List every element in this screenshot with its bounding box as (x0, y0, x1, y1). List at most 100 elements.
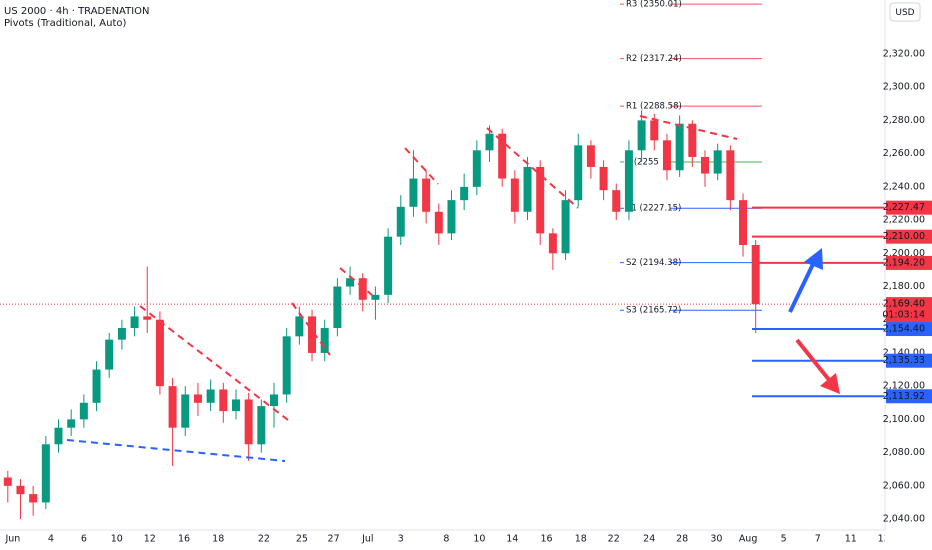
x-tick-label: 4 (48, 534, 54, 545)
level-label-bg (886, 255, 932, 270)
y-tick-label: 2,180.00 (883, 281, 925, 292)
x-tick-label: 25 (296, 534, 308, 545)
candle-body (700, 156, 709, 174)
candle-body (498, 133, 507, 179)
price-axis: 2,040.00 2,060.00 2,080.00 2,100.00 2,120.00… (882, 0, 932, 550)
pivot-label: R1 (2288.58) (626, 102, 682, 112)
candle-body (130, 316, 139, 329)
y-tick-label: 2,220.00 (883, 215, 925, 226)
y-tick-label: 2,060.00 (883, 480, 925, 491)
pivot-label-bg (624, 0, 670, 11)
trendline (339, 267, 373, 296)
candle-body (219, 389, 228, 412)
arrow-down (795, 338, 832, 383)
x-tick-label: 24 (643, 534, 655, 545)
level-label-bg (886, 353, 932, 368)
y-tick-label: 2,240.00 (883, 181, 925, 192)
candle-body (244, 399, 253, 445)
pivot-label-bg (624, 155, 670, 168)
trendline (66, 439, 286, 462)
candle-body (3, 477, 12, 486)
y-tick-label: 2,200.00 (883, 248, 925, 259)
arrow-up (788, 261, 816, 313)
x-tick-label: 3 (398, 534, 404, 545)
x-tick-label: 5 (781, 534, 787, 545)
candle-body (29, 494, 38, 503)
candle-body (624, 150, 633, 212)
y-tick-label: 2,300.00 (883, 82, 925, 93)
candle-body (447, 200, 456, 234)
x-tick-label: Jun (4, 534, 20, 545)
x-tick-label: 16 (540, 534, 552, 545)
candle-body (612, 190, 621, 212)
candle-body (41, 444, 50, 503)
level-label: 2,227.47 (883, 202, 925, 213)
current-price-label: 2,169.40 (883, 299, 925, 310)
x-tick-label: 13 (878, 534, 890, 545)
candle-body (422, 178, 431, 212)
candle-body (16, 485, 25, 495)
chart-subtitle: Pivots (Traditional, Auto) (4, 18, 126, 29)
candle-body (143, 316, 152, 320)
candle-body (472, 150, 481, 187)
candle-body (155, 319, 164, 387)
candle-body (117, 328, 126, 340)
pivot-label-bg (624, 100, 670, 113)
candle-body (371, 294, 380, 300)
candle-body (460, 186, 469, 201)
x-tick-label: 6 (81, 534, 87, 545)
y-tick-label: 2,140.00 (883, 347, 925, 358)
x-tick-label: 28 (676, 534, 688, 545)
x-tick-label: 22 (258, 534, 270, 545)
level-label-bg (886, 200, 932, 215)
chart-title: US 2000 · 4h · TRADENATION (4, 6, 150, 17)
level-label: 2,194.20 (883, 257, 925, 268)
candle-body (688, 123, 697, 157)
candle-body (586, 145, 595, 167)
candle-body (396, 206, 405, 237)
price-axis-bg (885, 0, 932, 550)
candle-body (358, 278, 367, 300)
candle-body (79, 402, 88, 420)
candle-body (54, 427, 63, 445)
x-tick-label: 12 (144, 534, 156, 545)
trendline (486, 127, 579, 209)
level-label: 2,154.40 (883, 324, 925, 335)
candle-body (333, 286, 342, 329)
candle-body (650, 120, 659, 141)
candle-body (739, 200, 748, 245)
trendline (404, 147, 439, 185)
x-tick-label: 10 (473, 534, 485, 545)
plot-area: Jun 4 6 10 12 16 18 22 25 27 Jul 3 8 10 14 16 18 22 24 28 30… (0, 0, 890, 545)
x-tick-label: 11 (845, 534, 857, 545)
pivot-label-bg (624, 304, 670, 317)
x-tick-label: Jul (361, 534, 373, 545)
candle-body (751, 244, 760, 305)
current-price-bg (886, 297, 932, 323)
y-tick-label: 2,100.00 (883, 414, 925, 425)
arrow-head (820, 373, 840, 394)
candle-body (662, 140, 671, 171)
x-tick-label: 27 (328, 534, 340, 545)
pivot-label: S3 (2165.72) (626, 306, 681, 316)
arrow-head (804, 248, 823, 270)
candle-body (434, 211, 443, 234)
x-tick-label: 14 (506, 534, 518, 545)
candle-body (257, 406, 266, 445)
trendline (639, 115, 738, 140)
candle-body (181, 394, 190, 428)
currency-box[interactable] (889, 2, 921, 22)
candle-body (105, 339, 114, 370)
candle-body (409, 178, 418, 207)
level-label: 2,135.33 (883, 355, 925, 366)
candle-body (713, 150, 722, 174)
pivot-label: R3 (2350.01) (626, 0, 682, 10)
arrows (788, 248, 840, 394)
level-label-bg (886, 389, 932, 404)
currency[interactable]: USD (895, 8, 914, 18)
candle-body (206, 389, 215, 403)
candle-body (485, 133, 494, 151)
candle-body (523, 166, 532, 212)
